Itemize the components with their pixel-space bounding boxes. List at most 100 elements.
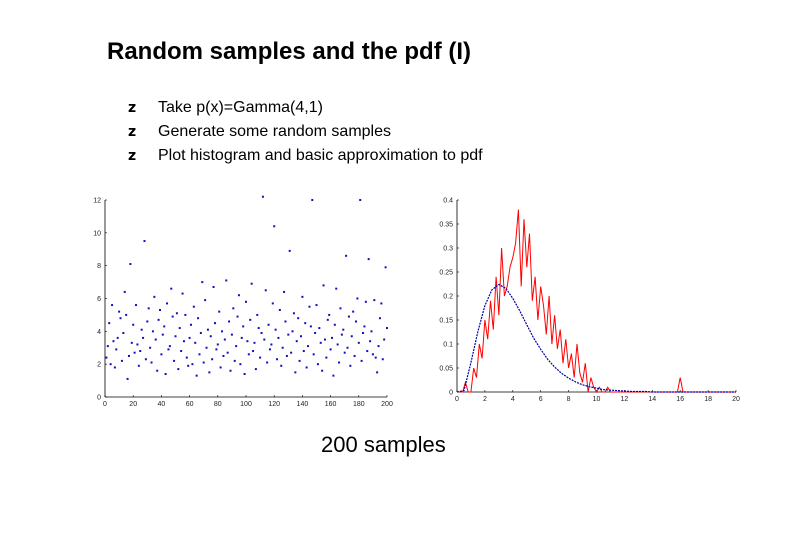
scatter-point xyxy=(308,305,311,308)
scatter-point xyxy=(187,364,190,367)
scatter-point xyxy=(222,354,225,357)
scatter-point xyxy=(290,351,293,354)
scatter-point xyxy=(329,348,332,351)
scatter-point xyxy=(378,317,381,320)
scatter-point xyxy=(142,336,145,339)
scatter-point xyxy=(129,263,132,266)
pdf-curve xyxy=(456,283,736,393)
scatter-point xyxy=(116,336,119,339)
scatter-point xyxy=(294,371,297,374)
scatter-point xyxy=(245,300,247,303)
scatter-point xyxy=(108,322,111,325)
y-tick-label: 4 xyxy=(97,329,101,336)
scatter-point xyxy=(184,313,187,316)
scatter-point xyxy=(177,368,180,371)
scatter-point xyxy=(228,320,231,323)
scatter-point xyxy=(287,333,290,336)
scatter-point xyxy=(143,240,146,243)
x-tick-label: 20 xyxy=(732,396,740,403)
scatter-point xyxy=(160,353,163,356)
scatter-point xyxy=(221,330,224,333)
x-tick-label: 40 xyxy=(158,401,166,408)
x-tick-label: 6 xyxy=(539,396,543,403)
scatter-point xyxy=(363,325,366,328)
scatter-point xyxy=(295,340,298,343)
scatter-point xyxy=(229,369,232,372)
scatter-point xyxy=(284,320,287,323)
scatter-point xyxy=(345,254,348,257)
scatter-point xyxy=(194,341,197,344)
scatter-point xyxy=(354,320,357,323)
scatter-point xyxy=(185,356,188,359)
x-tick-label: 12 xyxy=(621,396,629,403)
scatter-point xyxy=(276,358,279,361)
scatter-point xyxy=(257,327,260,330)
bullet-text: Generate some random samples xyxy=(158,123,391,140)
scatter-point xyxy=(383,338,386,341)
scatter-point xyxy=(139,350,142,353)
scatter-point xyxy=(369,340,372,343)
scatter-point xyxy=(309,325,312,328)
scatter-point xyxy=(201,281,204,284)
scatter-point xyxy=(249,318,252,321)
scatter-point xyxy=(336,343,339,346)
x-tick-label: 60 xyxy=(186,401,194,408)
scatter-point xyxy=(349,364,352,367)
x-tick-label: 14 xyxy=(648,396,656,403)
scatter-point xyxy=(126,377,129,380)
scatter-point xyxy=(360,359,363,362)
scatter-point xyxy=(357,341,360,344)
scatter-point xyxy=(359,199,362,201)
x-tick-label: 8 xyxy=(567,396,571,403)
scatter-point xyxy=(326,318,329,321)
scatter-point xyxy=(122,331,125,334)
scatter-point xyxy=(376,371,379,374)
scatter-point xyxy=(270,343,273,346)
scatter-point xyxy=(150,361,153,364)
scatter-point xyxy=(206,328,209,331)
y-tick-label: 0.2 xyxy=(443,294,453,301)
scatter-point xyxy=(305,366,308,369)
slide-title: Random samples and the pdf (I) xyxy=(107,38,472,65)
scatter-point xyxy=(212,286,215,289)
y-tick-label: 8 xyxy=(97,263,101,270)
scatter-point xyxy=(192,305,195,308)
scatter-point xyxy=(250,282,253,285)
x-tick-label: 100 xyxy=(240,401,252,408)
y-tick-label: 0.35 xyxy=(439,222,453,229)
y-tick-label: 0 xyxy=(97,395,101,402)
scatter-point xyxy=(157,318,160,321)
x-tick-label: 80 xyxy=(214,401,222,408)
scatter-point xyxy=(166,302,169,305)
scatter-point xyxy=(158,308,161,311)
scatter-point xyxy=(386,327,388,330)
scatter-point xyxy=(335,287,338,290)
scatter-point xyxy=(105,356,108,359)
scatter-point xyxy=(181,292,184,295)
scatter-point xyxy=(223,338,226,341)
scatter-point xyxy=(338,361,341,364)
scatter-point xyxy=(346,346,349,349)
bullet-text: Plot histogram and basic approximation t… xyxy=(158,147,483,164)
x-tick-label: 18 xyxy=(704,396,712,403)
scatter-point xyxy=(130,341,133,344)
scatter-point xyxy=(174,335,177,338)
scatter-point xyxy=(111,304,114,307)
scatter-point xyxy=(267,323,270,326)
x-tick-label: 2 xyxy=(483,396,487,403)
scatter-point xyxy=(233,359,236,362)
scatter-point xyxy=(364,300,367,303)
scatter-point xyxy=(149,346,152,349)
scatter-point xyxy=(240,336,243,339)
scatter-point xyxy=(332,374,335,377)
x-tick-label: 10 xyxy=(593,396,601,403)
scatter-point xyxy=(318,327,321,330)
scatter-point xyxy=(168,345,171,348)
caption: 200 samples xyxy=(321,432,446,457)
scatter-point xyxy=(239,363,242,366)
scatter-point xyxy=(106,345,109,348)
scatter-point xyxy=(347,315,350,318)
scatter-point xyxy=(281,346,284,349)
scatter-point xyxy=(182,340,185,343)
scatter-point xyxy=(211,358,214,361)
